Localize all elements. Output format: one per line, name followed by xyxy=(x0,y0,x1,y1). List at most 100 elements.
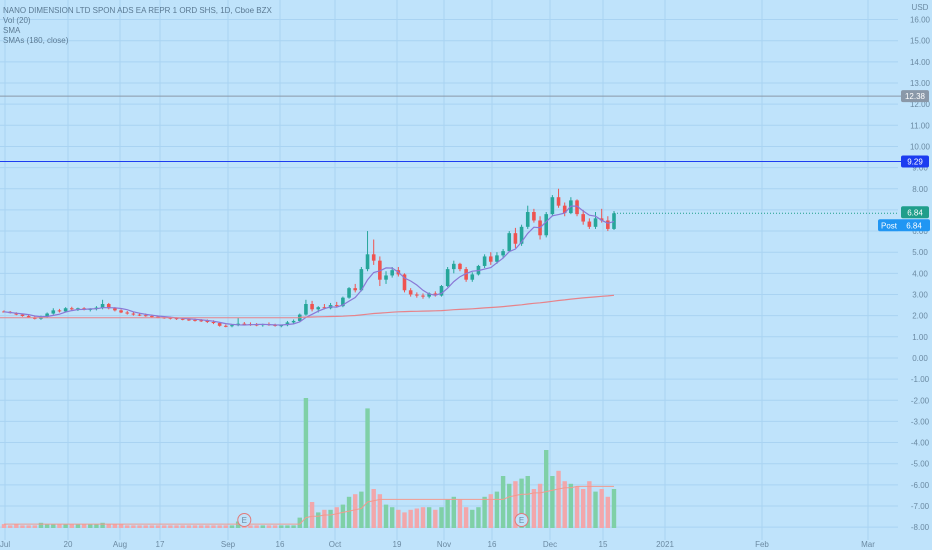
volume-bar[interactable] xyxy=(88,524,93,528)
volume-bar[interactable] xyxy=(94,524,99,528)
volume-bar[interactable] xyxy=(198,525,204,528)
candle-body[interactable] xyxy=(230,325,234,327)
volume-bar[interactable] xyxy=(162,525,167,528)
volume-bar[interactable] xyxy=(254,525,259,528)
volume-bar[interactable] xyxy=(377,494,383,528)
volume-bar[interactable] xyxy=(359,491,364,528)
volume-bar[interactable] xyxy=(1,524,7,528)
candle-body[interactable] xyxy=(119,310,123,313)
volume-bar[interactable] xyxy=(38,522,44,528)
candle-body[interactable] xyxy=(304,304,308,315)
volume-bar[interactable] xyxy=(63,524,68,528)
volume-bar[interactable] xyxy=(322,509,327,528)
volume-bar[interactable] xyxy=(223,525,229,528)
volume-bar[interactable] xyxy=(235,521,241,529)
candle-body[interactable] xyxy=(451,263,456,270)
earnings-marker[interactable] xyxy=(514,513,529,527)
volume-bar[interactable] xyxy=(550,476,555,528)
candle-body[interactable] xyxy=(408,290,413,295)
volume-bar[interactable] xyxy=(266,525,272,528)
volume-bar[interactable] xyxy=(26,525,31,528)
volume-bar[interactable] xyxy=(316,512,321,528)
volume-bar[interactable] xyxy=(229,525,235,528)
candle-body[interactable] xyxy=(470,274,475,280)
candle-body[interactable] xyxy=(575,200,579,215)
candle-body[interactable] xyxy=(113,308,117,311)
candle-body[interactable] xyxy=(544,214,549,236)
volume-bar[interactable] xyxy=(260,525,265,528)
volume-bar[interactable] xyxy=(420,507,426,528)
candle-body[interactable] xyxy=(45,313,49,317)
candle-body[interactable] xyxy=(384,275,388,280)
candle-body[interactable] xyxy=(217,323,222,326)
volume-bar[interactable] xyxy=(470,509,475,528)
volume-bar[interactable] xyxy=(488,494,493,528)
candle-body[interactable] xyxy=(316,307,321,310)
volume-bar[interactable] xyxy=(75,524,81,528)
volume-bar[interactable] xyxy=(180,525,185,528)
candle-body[interactable] xyxy=(224,325,228,327)
candle-body[interactable] xyxy=(199,320,203,322)
volume-bar[interactable] xyxy=(426,507,432,528)
volume-bar[interactable] xyxy=(587,481,592,528)
volume-bar[interactable] xyxy=(20,525,25,528)
volume-bar[interactable] xyxy=(353,494,358,528)
volume-bar[interactable] xyxy=(291,525,296,528)
candle-body[interactable] xyxy=(242,323,247,325)
candle-body[interactable] xyxy=(359,269,364,291)
volume-bar[interactable] xyxy=(168,525,173,528)
candle-body[interactable] xyxy=(606,220,610,229)
candle-body[interactable] xyxy=(341,297,345,307)
volume-bar[interactable] xyxy=(519,478,524,528)
candle-body[interactable] xyxy=(76,308,80,310)
candle-body[interactable] xyxy=(180,318,185,320)
candle-body[interactable] xyxy=(371,254,376,261)
volume-bar[interactable] xyxy=(383,504,389,528)
volume-bar[interactable] xyxy=(14,524,19,528)
volume-bar[interactable] xyxy=(155,525,161,528)
candle-body[interactable] xyxy=(495,255,499,262)
candle-body[interactable] xyxy=(519,226,524,244)
candle-body[interactable] xyxy=(532,212,536,221)
candle-body[interactable] xyxy=(143,315,148,317)
volume-bar[interactable] xyxy=(217,525,222,528)
volume-bar[interactable] xyxy=(309,502,315,528)
volume-bar[interactable] xyxy=(248,525,253,528)
candle-body[interactable] xyxy=(131,313,136,315)
volume-bar[interactable] xyxy=(439,507,444,528)
volume-bar[interactable] xyxy=(186,525,192,528)
volume-bar[interactable] xyxy=(494,491,500,528)
candle-body[interactable] xyxy=(353,288,358,291)
candle-body[interactable] xyxy=(488,256,493,262)
candle-body[interactable] xyxy=(458,263,462,270)
candle-body[interactable] xyxy=(291,320,296,323)
volume-bar[interactable] xyxy=(611,489,617,528)
candle-body[interactable] xyxy=(279,325,284,327)
candle-body[interactable] xyxy=(174,318,179,320)
volume-bar[interactable] xyxy=(192,525,198,528)
volume-bar[interactable] xyxy=(7,525,13,528)
volume-bar[interactable] xyxy=(106,524,111,528)
volume-bar[interactable] xyxy=(272,525,278,528)
earnings-marker[interactable] xyxy=(237,513,252,527)
volume-bar[interactable] xyxy=(463,507,469,528)
candle-body[interactable] xyxy=(365,254,370,270)
volume-bar[interactable] xyxy=(334,507,339,528)
volume-bar[interactable] xyxy=(143,525,148,528)
volume-bar[interactable] xyxy=(544,450,549,528)
volume-bar[interactable] xyxy=(131,525,136,528)
volume-bar[interactable] xyxy=(580,489,586,528)
volume-bar[interactable] xyxy=(174,525,179,528)
volume-bar[interactable] xyxy=(149,525,155,528)
candle-body[interactable] xyxy=(501,251,505,256)
candle-body[interactable] xyxy=(63,308,68,312)
candle-body[interactable] xyxy=(445,269,450,287)
volume-bar[interactable] xyxy=(556,470,561,528)
volume-bar[interactable] xyxy=(279,525,284,528)
candle-body[interactable] xyxy=(612,213,616,229)
volume-bar[interactable] xyxy=(525,476,530,528)
candle-body[interactable] xyxy=(137,314,142,316)
candle-body[interactable] xyxy=(525,212,530,227)
